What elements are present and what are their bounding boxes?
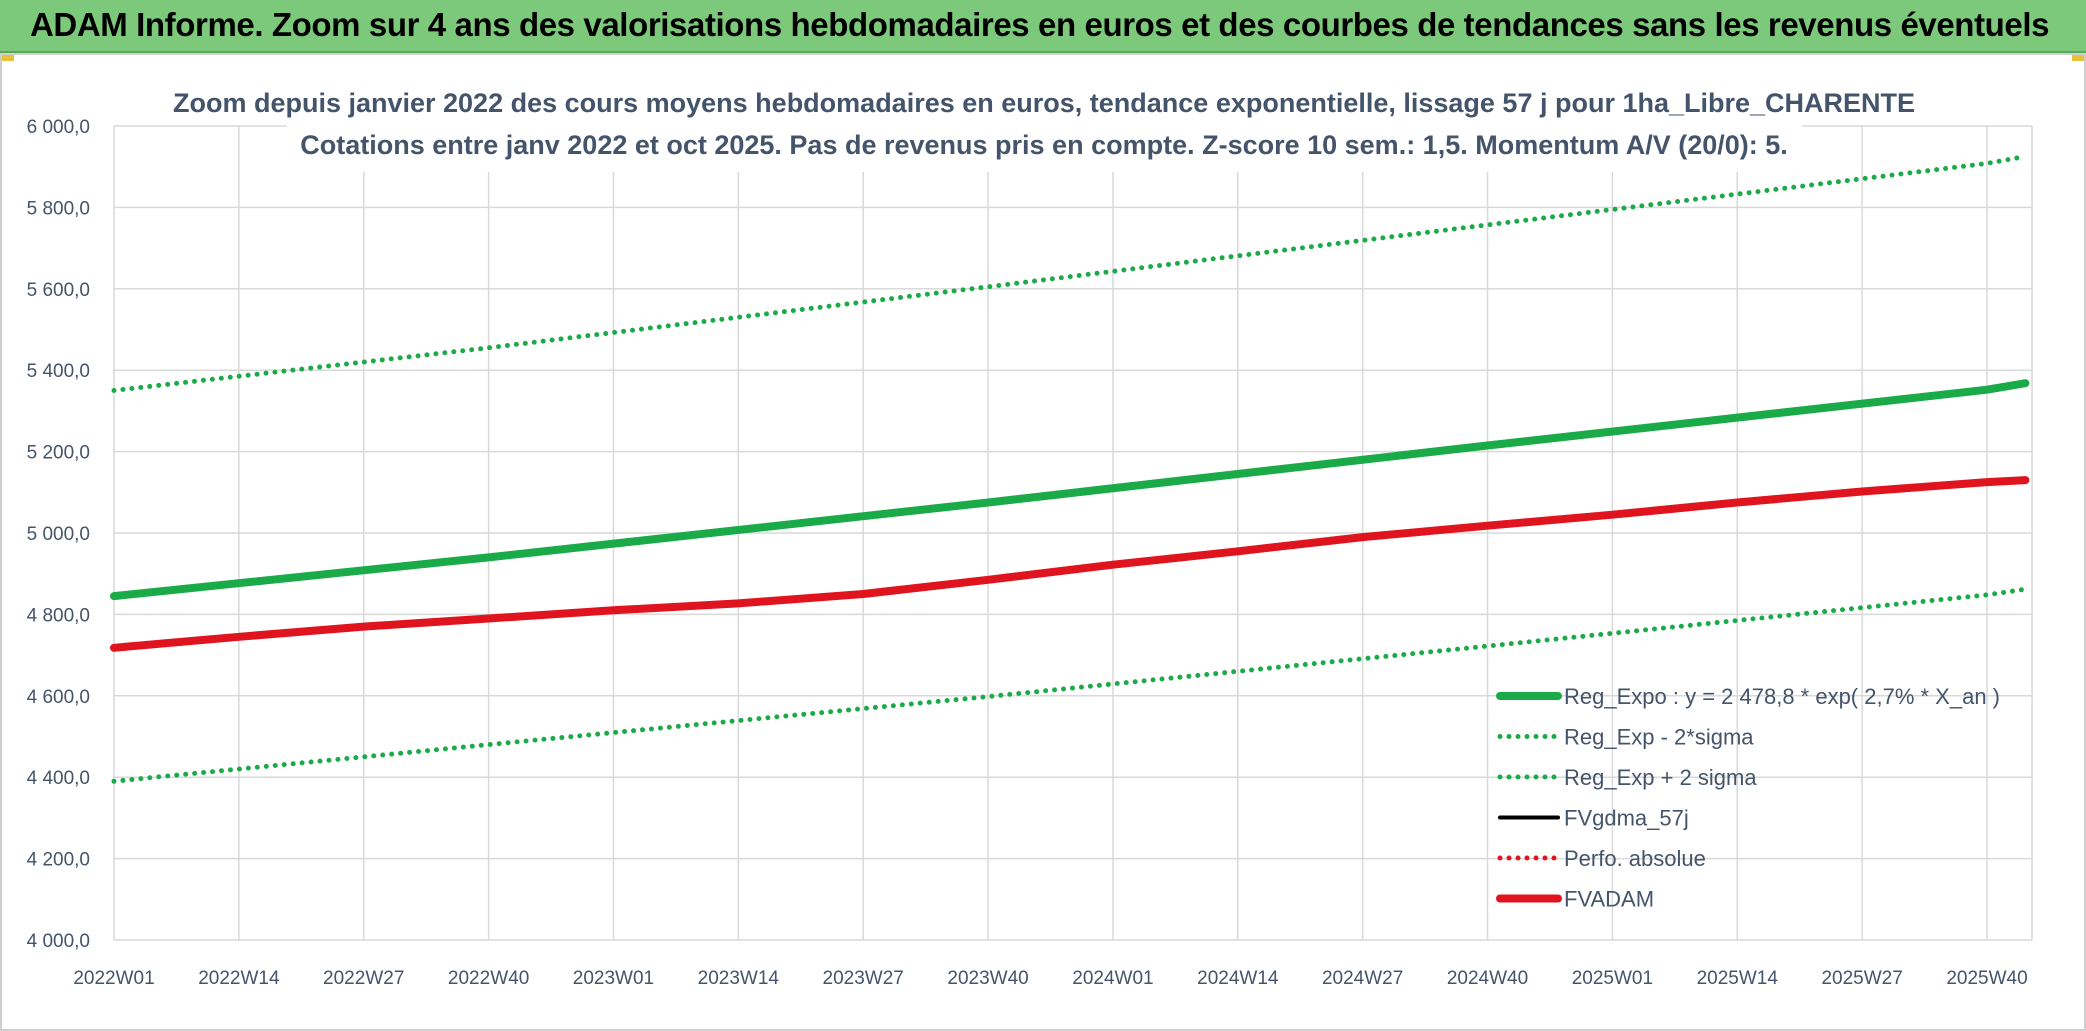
corner-marker [2072, 55, 2084, 61]
y-tick-label: 5 000,0 [27, 524, 90, 545]
x-tick-label: 2025W40 [1946, 968, 2027, 989]
legend-label: Reg_Exp - 2*sigma [1564, 725, 1754, 750]
series-line-1 [111, 586, 2028, 784]
report-title: ADAM Informe. Zoom sur 4 ans des valoris… [30, 6, 2050, 43]
chart-subtitle: Cotations entre janv 2022 et oct 2025. P… [300, 130, 1788, 160]
legend: Reg_Expo : y = 2 478,8 * exp( 2,7% * X_a… [1496, 684, 2000, 912]
y-tick-label: 4 200,0 [27, 850, 90, 871]
series-lines [110, 154, 2030, 784]
y-tick-label: 4 000,0 [27, 931, 90, 952]
x-tick-label: 2024W27 [1322, 968, 1403, 989]
chart-title: Zoom depuis janvier 2022 des cours moyen… [173, 88, 1915, 118]
x-tick-label: 2023W27 [823, 968, 904, 989]
legend-label: Reg_Expo : y = 2 478,8 * exp( 2,7% * X_a… [1564, 684, 2000, 709]
x-tick-label: 2023W40 [947, 968, 1028, 989]
series-line-5 [110, 476, 2030, 652]
legend-label: Perfo. absolue [1564, 846, 1706, 871]
x-tick-label: 2025W14 [1697, 968, 1779, 989]
y-tick-label: 4 800,0 [27, 605, 90, 626]
chart-frame: 6 000,0 5 800,0 5 600,0 5 400,0 5 200,0 5 000… [0, 53, 2086, 1031]
x-tick-label: 2022W01 [73, 968, 154, 989]
x-tick-label: 2025W27 [1821, 968, 1902, 989]
corner-marker [2, 55, 14, 61]
legend-label: FVADAM [1564, 887, 1654, 912]
x-tick-label: 2024W14 [1197, 968, 1279, 989]
x-tick-label: 2022W40 [448, 968, 529, 989]
y-tick-label: 5 800,0 [27, 198, 90, 219]
y-tick-label: 4 400,0 [27, 768, 90, 789]
y-tick-label: 5 400,0 [27, 361, 90, 382]
x-tick-label: 2024W40 [1447, 968, 1528, 989]
grid-lines [113, 125, 2033, 941]
y-tick-label: 4 600,0 [27, 687, 90, 708]
legend-label: Reg_Exp + 2 sigma [1564, 765, 1757, 790]
x-tick-label: 2022W27 [323, 968, 404, 989]
y-tick-label: 5 600,0 [27, 280, 90, 301]
series-line-0 [110, 379, 2030, 601]
line-chart: 6 000,0 5 800,0 5 600,0 5 400,0 5 200,0 5 000… [27, 80, 2033, 989]
x-tick-label: 2023W01 [573, 968, 654, 989]
y-tick-label: 6 000,0 [27, 117, 90, 138]
x-tick-label: 2024W01 [1072, 968, 1153, 989]
x-tick-label: 2022W14 [198, 968, 280, 989]
report-banner: ADAM Informe. Zoom sur 4 ans des valoris… [0, 0, 2086, 53]
x-tick-label: 2023W14 [698, 968, 780, 989]
series-line-2 [111, 154, 2028, 393]
axis-labels: 6 000,0 5 800,0 5 600,0 5 400,0 5 200,0 5 000… [27, 117, 2028, 989]
y-tick-label: 5 200,0 [27, 443, 90, 464]
chart-title-group: Zoom depuis janvier 2022 des cours moyen… [173, 80, 1915, 172]
legend-label: FVgdma_57j [1564, 806, 1689, 831]
x-tick-label: 2025W01 [1572, 968, 1653, 989]
